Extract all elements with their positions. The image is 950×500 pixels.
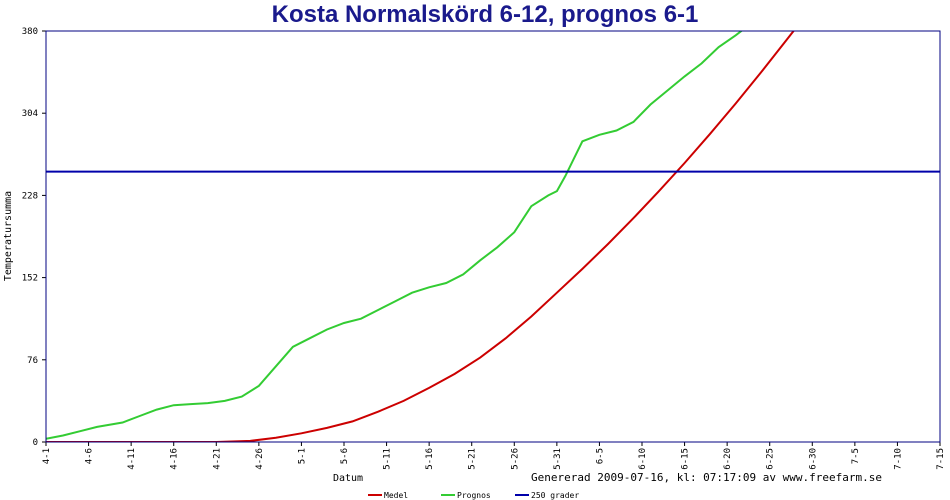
- legend-entry: Medel: [384, 491, 408, 500]
- y-tick-label: 152: [22, 274, 38, 284]
- chart-title: Kosta Normalskörd 6-12, prognos 6-1: [272, 1, 699, 28]
- x-tick-label: 7-10: [893, 448, 903, 470]
- x-tick-label: 6-25: [766, 448, 776, 470]
- y-tick-label: 0: [33, 438, 38, 448]
- legend-entry: 250 grader: [531, 491, 579, 500]
- y-tick-label: 380: [22, 27, 38, 37]
- x-tick-label: 7-15: [936, 448, 946, 470]
- x-tick-label: 5-11: [383, 448, 393, 470]
- x-tick-label: 6-30: [808, 448, 818, 470]
- x-tick-label: 7-5: [851, 448, 861, 464]
- x-tick-label: 5-21: [468, 448, 478, 470]
- x-tick-label: 5-16: [425, 448, 435, 470]
- x-tick-label: 6-15: [681, 448, 691, 470]
- x-tick-label: 6-5: [595, 448, 605, 464]
- plot-area: 0 76 152 228 304 380 4-1 4-6 4-11 4-16 4-21 4-26 5-1…: [22, 27, 946, 470]
- x-tick-label: 5-31: [553, 448, 563, 470]
- legend-entry: Prognos: [457, 491, 491, 500]
- y-tick-label: 76: [27, 356, 38, 366]
- y-axis-label: Temperatursumma: [3, 191, 14, 281]
- x-tick-label: 4-11: [127, 448, 137, 470]
- x-tick-label: 5-6: [340, 448, 350, 464]
- x-axis-label: Datum: [333, 473, 363, 484]
- x-tick-label: 4-26: [255, 448, 265, 470]
- x-tick-label: 4-16: [170, 448, 180, 470]
- y-tick-label: 304: [22, 109, 38, 119]
- x-tick-label: 4-21: [212, 448, 222, 470]
- legend: Medel Prognos 250 grader: [368, 491, 579, 500]
- x-tick-label: 5-26: [510, 448, 520, 470]
- x-tick-label: 6-10: [638, 448, 648, 470]
- series-line-1: [46, 31, 795, 442]
- plot-frame: [45, 30, 941, 443]
- x-tick-label: 6-20: [723, 448, 733, 470]
- x-tick-label: 4-6: [85, 448, 95, 464]
- y-tick-label: 228: [22, 191, 38, 201]
- generated-footer: Genererad 2009-07-16, kl: 07:17:09 av ww…: [531, 471, 882, 484]
- x-tick-label: 5-1: [297, 448, 307, 464]
- x-tick-label: 4-1: [42, 448, 52, 464]
- series-line-2: [46, 31, 743, 440]
